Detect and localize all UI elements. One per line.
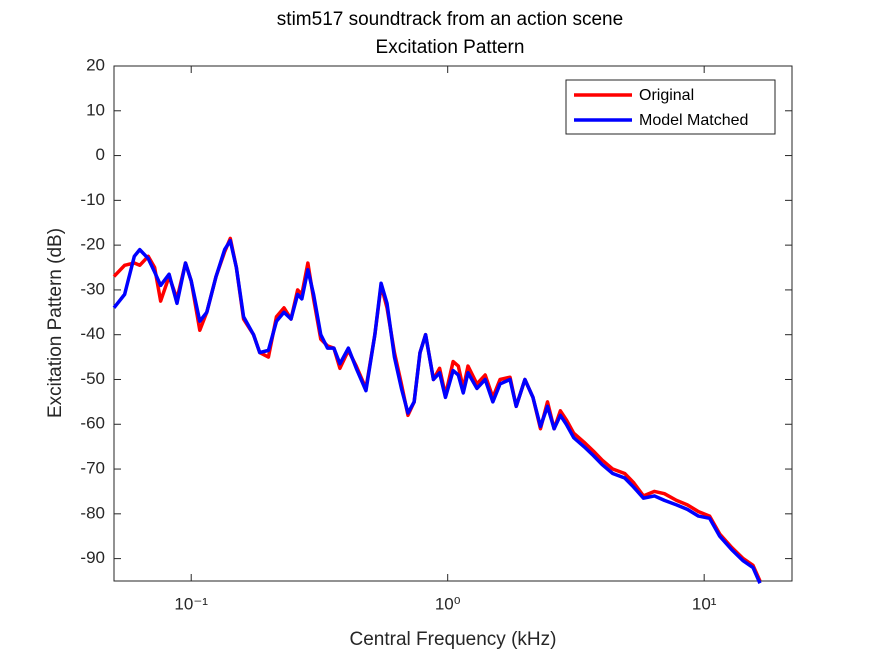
y-tick-label: -90 <box>80 548 105 567</box>
y-tick-label: -10 <box>80 190 105 209</box>
x-tick-label: 10¹ <box>692 594 717 613</box>
chart-title: stim517 soundtrack from an action scene <box>277 9 623 30</box>
y-tick-label: -20 <box>80 235 105 254</box>
x-tick-label: 10⁰ <box>435 594 461 613</box>
legend-label: Original <box>639 87 694 104</box>
y-tick-label: 20 <box>86 55 105 74</box>
x-axis-label: Central Frequency (kHz) <box>350 629 557 650</box>
series-line <box>112 238 762 584</box>
y-tick-label: -30 <box>80 279 105 298</box>
y-tick-label: 10 <box>86 100 105 119</box>
y-axis-label: Excitation Pattern (dB) <box>45 228 66 418</box>
y-tick-label: -60 <box>80 414 105 433</box>
y-tick-label: -50 <box>80 369 105 388</box>
chart-subtitle: Excitation Pattern <box>376 37 525 58</box>
y-tick-label: -80 <box>80 503 105 522</box>
legend-label: Model Matched <box>639 112 748 129</box>
y-tick-label: -40 <box>80 324 105 343</box>
legend-box <box>565 79 776 135</box>
plot-frame <box>113 65 793 582</box>
x-tick-label: 10⁻¹ <box>174 594 208 613</box>
y-tick-label: 0 <box>96 145 105 164</box>
y-tick-label: -70 <box>80 459 105 478</box>
